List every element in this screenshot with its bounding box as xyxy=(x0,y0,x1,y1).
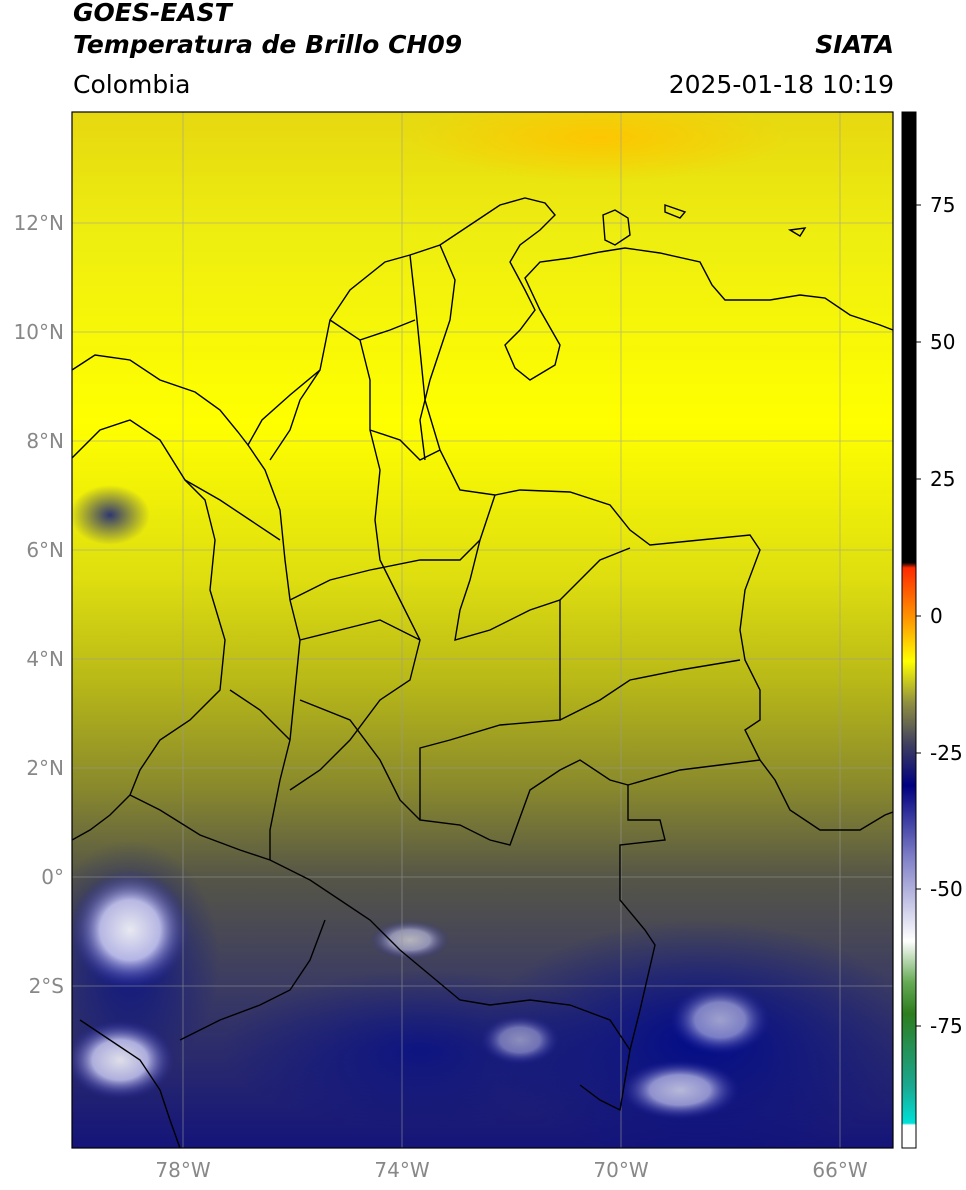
map-frame xyxy=(71,111,894,1149)
title-line-1: GOES-EAST xyxy=(73,0,232,27)
colorbar-tick-label: -50 xyxy=(930,877,963,901)
colorbar-tick-label: 50 xyxy=(930,330,955,354)
lon-tick-labels: 78°W 74°W 70°W 66°W xyxy=(155,1158,867,1182)
lat-tick-labels: 12°N 10°N 8°N 6°N 4°N 2°N 0° 2°S xyxy=(14,211,64,998)
datetime-label: 2025-01-18 10:19 xyxy=(668,70,894,99)
lat-tick-label: 2°N xyxy=(26,756,64,780)
lat-tick-label: 6°N xyxy=(26,538,64,562)
lat-tick-label: 2°S xyxy=(29,974,64,998)
brand-label: SIATA xyxy=(815,30,894,59)
lat-tick-label: 4°N xyxy=(26,647,64,671)
colorbar: 75 50 25 0 -25 -50 -75 xyxy=(901,111,963,1149)
lat-tick-label: 10°N xyxy=(14,320,64,344)
brightness-field xyxy=(72,112,893,1148)
lon-tick-label: 66°W xyxy=(812,1158,867,1182)
lon-tick-label: 74°W xyxy=(374,1158,429,1182)
country-borders xyxy=(72,197,893,1148)
lat-tick-label: 8°N xyxy=(26,429,64,453)
colorbar-tick-label: 75 xyxy=(930,193,955,217)
lon-tick-label: 70°W xyxy=(593,1158,648,1182)
colorbar-tick-label: -25 xyxy=(930,741,963,765)
title-line-2: Temperatura de Brillo CH09 xyxy=(73,30,463,59)
lon-tick-label: 78°W xyxy=(155,1158,210,1182)
region-label: Colombia xyxy=(73,70,191,99)
colorbar-tick-label: 0 xyxy=(930,604,943,628)
colorbar-gradient xyxy=(902,112,916,1148)
graticule xyxy=(72,112,893,1148)
colorbar-tick-label: -75 xyxy=(930,1014,963,1038)
colorbar-tick-label: 25 xyxy=(930,467,955,491)
lat-tick-label: 0° xyxy=(41,865,64,889)
lat-tick-label: 12°N xyxy=(14,211,64,235)
